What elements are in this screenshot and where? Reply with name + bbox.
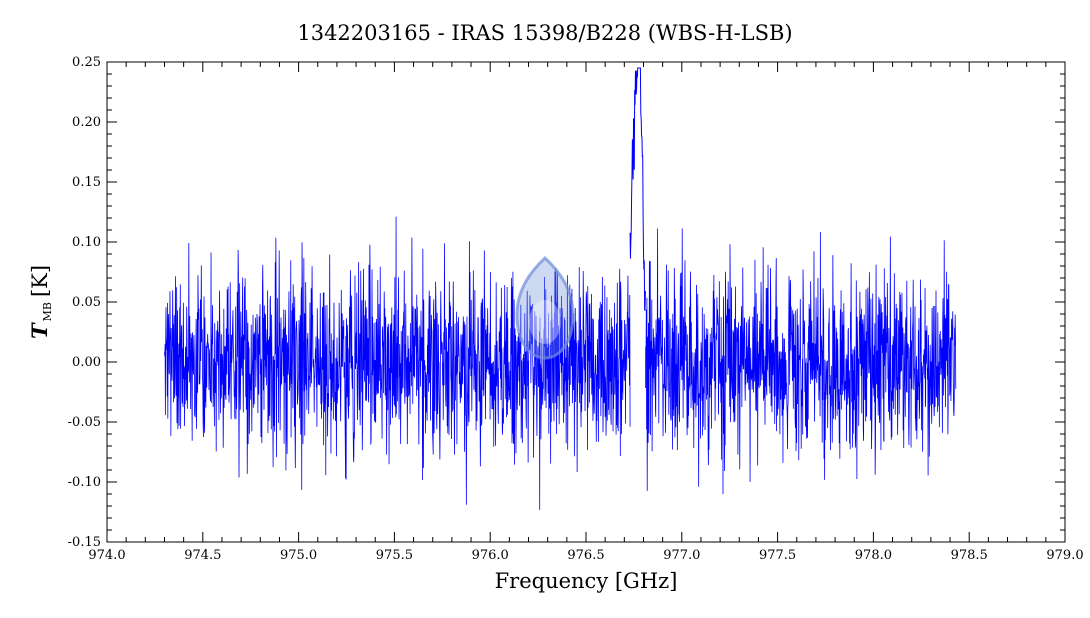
emission-line-peak — [629, 67, 646, 312]
x-tick-label: 978.0 — [855, 548, 892, 563]
x-axis-label: Frequency [GHz] — [495, 569, 678, 593]
y-tick-label: 0.10 — [72, 235, 101, 250]
x-tick-label: 976.0 — [472, 548, 509, 563]
x-tick-label: 974.5 — [184, 548, 221, 563]
y-axis-label-symbol: T — [27, 322, 52, 339]
y-tick-label: -0.15 — [68, 535, 101, 550]
y-tick-label: 0.20 — [72, 115, 101, 130]
y-tick-label: -0.10 — [68, 475, 101, 490]
x-tick-label: 974.0 — [88, 548, 125, 563]
y-tick-label: 0.00 — [72, 355, 101, 370]
chart-title: 1342203165 - IRAS 15398/B228 (WBS-H-LSB) — [297, 21, 792, 45]
y-tick-label: 0.25 — [72, 55, 101, 70]
spectrum-series — [164, 67, 957, 510]
y-axis-label-subscript: MB — [41, 302, 54, 321]
x-tick-label: 979.0 — [1046, 548, 1083, 563]
y-axis: -0.15 -0.10 -0.05 0.00 0.05 0.10 0.15 0.20 0.25 — [68, 55, 1065, 550]
y-tick-label: -0.05 — [68, 415, 101, 430]
x-tick-label: 977.5 — [759, 548, 796, 563]
watermark-logo — [515, 255, 575, 360]
y-axis-label: TMB [K] — [27, 265, 54, 339]
x-tick-label: 975.5 — [376, 548, 413, 563]
logo-highlight — [529, 300, 561, 344]
spectrum-line-segment — [645, 228, 957, 495]
y-tick-label: 0.05 — [72, 295, 101, 310]
x-tick-label: 977.0 — [663, 548, 700, 563]
x-tick-label: 978.5 — [951, 548, 988, 563]
x-tick-label: 976.5 — [567, 548, 604, 563]
logo-drop-shape — [515, 255, 575, 360]
x-axis: 974.0 974.5 975.0 975.5 976.0 976.5 977.0 977.5… — [88, 62, 1084, 563]
y-axis-label-unit: [K] — [28, 265, 52, 297]
y-tick-label: 0.15 — [72, 175, 101, 190]
x-tick-label: 975.0 — [280, 548, 317, 563]
spectrum-line-segment — [164, 216, 631, 510]
